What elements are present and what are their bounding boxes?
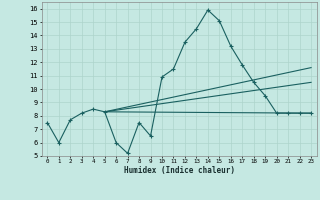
X-axis label: Humidex (Indice chaleur): Humidex (Indice chaleur) <box>124 166 235 175</box>
